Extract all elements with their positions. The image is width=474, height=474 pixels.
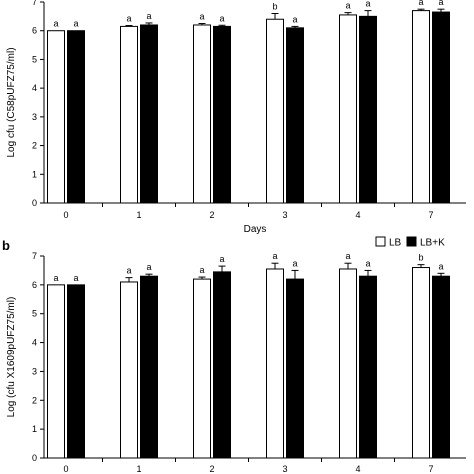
legend: LB LB+K bbox=[375, 236, 445, 249]
significance-letter: a bbox=[126, 14, 131, 24]
significance-letter: a bbox=[219, 254, 224, 264]
y-tick-label: 5 bbox=[32, 309, 37, 319]
significance-letter: a bbox=[73, 273, 78, 283]
x-tick-label: 0 bbox=[63, 464, 68, 474]
y-tick-label: 6 bbox=[32, 26, 37, 36]
bar-lbk bbox=[359, 15, 377, 204]
x-tick-label: 2 bbox=[209, 464, 214, 474]
y-tick-label: 7 bbox=[32, 251, 37, 261]
x-tick-label: 1 bbox=[136, 210, 141, 220]
bar-lb bbox=[120, 25, 138, 204]
significance-letter: a bbox=[73, 19, 78, 29]
bar-lb bbox=[193, 24, 211, 204]
x-tick-label: 0 bbox=[63, 210, 68, 220]
bar-lb bbox=[412, 10, 430, 204]
significance-letter: b bbox=[418, 253, 423, 263]
bar-lbk bbox=[67, 284, 85, 459]
y-tick-label: 4 bbox=[32, 83, 37, 93]
legend-swatch-lbk bbox=[406, 236, 417, 247]
significance-letter: a bbox=[199, 12, 204, 22]
bar-lb bbox=[412, 267, 430, 459]
y-tick-label: 2 bbox=[32, 395, 37, 405]
y-tick-label: 4 bbox=[32, 338, 37, 348]
x-tick-label: 3 bbox=[282, 464, 287, 474]
significance-letter: a bbox=[292, 258, 297, 268]
significance-letter: b bbox=[272, 1, 277, 11]
significance-letter: a bbox=[345, 1, 350, 11]
x-tick-label: 7 bbox=[428, 210, 433, 220]
legend-swatch-lb bbox=[375, 236, 386, 247]
y-tick-label: 7 bbox=[32, 0, 37, 7]
bar-lb bbox=[266, 268, 284, 459]
significance-letter: a bbox=[365, 0, 370, 9]
y-tick-label: 1 bbox=[32, 169, 37, 179]
panel-label: b bbox=[2, 238, 10, 253]
significance-letter: a bbox=[126, 266, 131, 276]
y-tick-label: 0 bbox=[32, 453, 37, 463]
significance-letter: a bbox=[438, 0, 443, 7]
bar-lb bbox=[47, 284, 65, 459]
x-tick-label: 4 bbox=[355, 210, 360, 220]
significance-letter: a bbox=[146, 11, 151, 21]
bar-lbk bbox=[213, 271, 231, 459]
bar-lbk bbox=[67, 30, 85, 204]
bar-lbk bbox=[432, 11, 450, 204]
bar-lbk bbox=[213, 25, 231, 204]
bar-lb bbox=[339, 14, 357, 204]
bar-lbk bbox=[140, 24, 158, 204]
y-axis-title: Log (cfu X1609pUFZ75/ml) bbox=[6, 297, 17, 418]
significance-letter: a bbox=[438, 261, 443, 271]
x-tick-label: 7 bbox=[428, 464, 433, 474]
significance-letter: a bbox=[272, 251, 277, 261]
y-tick-label: 3 bbox=[32, 366, 37, 376]
x-tick-label: 3 bbox=[282, 210, 287, 220]
bar-lbk bbox=[140, 275, 158, 459]
bar-lbk bbox=[286, 27, 304, 204]
significance-letter: a bbox=[292, 14, 297, 24]
y-tick-label: 3 bbox=[32, 112, 37, 122]
significance-letter: a bbox=[199, 265, 204, 275]
legend-label-lbk: LB+K bbox=[420, 238, 445, 249]
significance-letter: a bbox=[219, 13, 224, 23]
bar-lb bbox=[120, 281, 138, 459]
y-tick-label: 2 bbox=[32, 141, 37, 151]
bar-lb bbox=[266, 18, 284, 204]
bar-lbk bbox=[286, 278, 304, 459]
chart-panel-b: 0 1 2 3 4 5 6 7 Log (cfu X1609pUFZ75/ml) 0 1 2 3 4 7 a a… bbox=[6, 251, 466, 474]
significance-letter: a bbox=[418, 0, 423, 7]
y-tick-label: 5 bbox=[32, 54, 37, 64]
significance-letter: a bbox=[53, 273, 58, 283]
x-axis-title: Days bbox=[244, 224, 267, 235]
bar-lb bbox=[193, 278, 211, 459]
significance-letter: a bbox=[53, 19, 58, 29]
y-tick-label: 1 bbox=[32, 424, 37, 434]
chart-panel-a: 0 1 2 3 4 5 6 7 Log cfu (C58pUFZ75/ml) 0 1 2 3 4 7 Days… bbox=[6, 0, 466, 235]
y-tick-label: 6 bbox=[32, 280, 37, 290]
y-tick-label: 0 bbox=[32, 198, 37, 208]
x-tick-label: 2 bbox=[209, 210, 214, 220]
significance-letter: a bbox=[345, 251, 350, 261]
bar-lbk bbox=[359, 275, 377, 459]
legend-label-lb: LB bbox=[389, 238, 402, 249]
bar-lb bbox=[339, 268, 357, 459]
x-tick-label: 1 bbox=[136, 464, 141, 474]
significance-letter: a bbox=[146, 262, 151, 272]
x-tick-label: 4 bbox=[355, 464, 360, 474]
significance-letter: a bbox=[365, 258, 370, 268]
bar-lbk bbox=[432, 275, 450, 459]
bar-lb bbox=[47, 30, 65, 204]
y-axis-title: Log cfu (C58pUFZ75/ml) bbox=[6, 47, 17, 157]
